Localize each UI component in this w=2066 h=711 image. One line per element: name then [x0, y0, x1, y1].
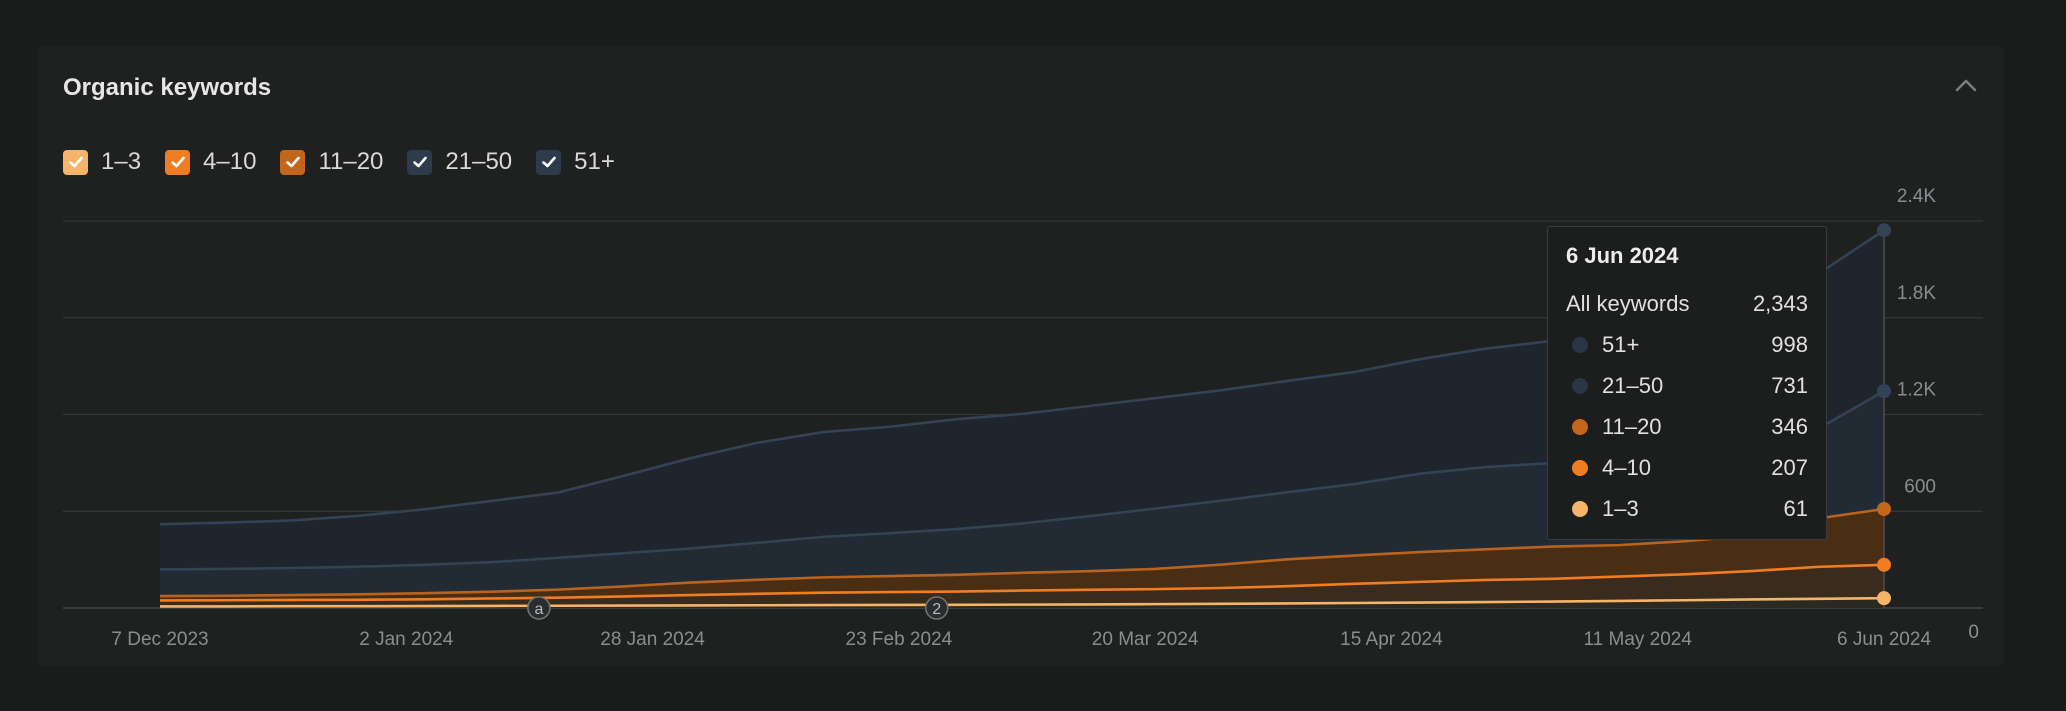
x-tick-label: 20 Mar 2024: [1092, 629, 1199, 650]
series-dot-icon: [1572, 418, 1588, 435]
series-area: [160, 391, 1884, 597]
series-area: [160, 508, 1884, 601]
legend-item[interactable]: 1–3: [63, 148, 141, 176]
y-tick-label: 1.8K: [1897, 283, 1936, 304]
series-line: [159, 507, 1885, 598]
checkmark-icon: [170, 156, 185, 168]
tooltip-row-value: 207: [1771, 454, 1808, 480]
legend-item[interactable]: 4–10: [165, 148, 256, 176]
checkmark-icon: [413, 156, 427, 168]
x-tick-label: 28 Jan 2024: [600, 629, 705, 650]
x-tick-label: 6 Jun 2024: [1837, 629, 1931, 650]
y-tick-label: 0: [1968, 622, 1979, 643]
hover-point: [1877, 384, 1891, 399]
series-area: [160, 598, 1884, 608]
tooltip-row-label: 4–10: [1602, 454, 1651, 480]
tooltip-row-label: 1–3: [1602, 495, 1639, 521]
checkmark-icon: [286, 156, 300, 168]
annotation-marker-label: a: [534, 601, 543, 618]
tooltip-row-value: 731: [1771, 372, 1808, 398]
tooltip-row-label: 21–50: [1602, 372, 1664, 398]
collapse-button[interactable]: [1950, 70, 1982, 102]
tooltip-row: 4–10 207: [1566, 447, 1808, 488]
y-tick-label: 600: [1904, 476, 1936, 497]
hover-point: [1877, 501, 1891, 516]
legend-item[interactable]: 51+: [536, 148, 615, 176]
legend-item[interactable]: 21–50: [407, 148, 512, 176]
x-tick-label: 23 Feb 2024: [846, 629, 953, 650]
tooltip-row: 11–20 346: [1566, 406, 1808, 447]
annotation-marker[interactable]: 2: [924, 596, 949, 620]
tooltip-total-label: All keywords: [1566, 290, 1690, 316]
tooltip-total-value: 2,343: [1752, 290, 1808, 316]
legend-label: 11–20: [318, 148, 384, 175]
checkmark-icon: [68, 156, 83, 168]
series-dot-icon: [1572, 459, 1588, 476]
legend-label: 21–50: [445, 148, 513, 175]
y-tick-label: 2.4K: [1897, 186, 1936, 207]
legend-checkbox[interactable]: [280, 149, 306, 175]
series-dot-icon: [1572, 336, 1588, 353]
chart-tooltip: 6 Jun 2024 All keywords 2,343 51+ 998 21–5…: [1547, 226, 1827, 540]
tooltip-row: 21–50 731: [1566, 365, 1808, 406]
tooltip-date: 6 Jun 2024: [1566, 243, 1679, 268]
tooltip-row-value: 998: [1771, 331, 1808, 357]
chevron-up-icon: [1955, 79, 1977, 92]
tooltip-total-row: All keywords 2,343: [1566, 283, 1808, 324]
tooltip-row-label: 51+: [1602, 331, 1640, 357]
annotation-marker-circle: [924, 596, 949, 620]
tooltip-row: 51+ 998: [1566, 324, 1808, 365]
legend-checkbox[interactable]: [536, 149, 562, 175]
hover-point: [1877, 557, 1891, 572]
tooltip-row-value: 346: [1771, 413, 1808, 439]
x-tick-label: 7 Dec 2023: [111, 629, 208, 650]
y-tick-label: 1.2K: [1897, 380, 1936, 401]
series-line: [159, 563, 1885, 602]
tooltip-row-value: 61: [1783, 495, 1808, 521]
hover-point: [1877, 591, 1891, 606]
legend-label: 1–3: [101, 148, 142, 175]
legend-item[interactable]: 11–20: [280, 148, 383, 176]
series-dot-icon: [1572, 500, 1588, 517]
legend-label: 4–10: [203, 148, 257, 175]
panel-title: Organic keywords: [63, 74, 272, 101]
legend-label: 51+: [574, 148, 615, 175]
series-area: [160, 564, 1884, 607]
series-dot-icon: [1572, 377, 1588, 394]
annotation-marker-label: 2: [932, 601, 941, 618]
tooltip-row: 1–3 61: [1566, 488, 1808, 529]
legend-checkbox[interactable]: [63, 149, 88, 175]
x-tick-label: 15 Apr 2024: [1340, 629, 1443, 650]
series-line: [160, 596, 1885, 608]
checkmark-icon: [541, 156, 556, 168]
chart-legend: 1–3 4–10 11–20 21–50 51+: [63, 148, 639, 176]
tooltip-row-label: 11–20: [1602, 413, 1662, 439]
legend-checkbox[interactable]: [407, 149, 433, 175]
hover-point: [1877, 223, 1891, 238]
legend-checkbox[interactable]: [165, 149, 191, 175]
annotation-marker[interactable]: a: [527, 596, 551, 620]
annotation-marker-circle: [527, 596, 551, 620]
x-tick-label: 11 May 2024: [1583, 629, 1692, 650]
x-tick-label: 2 Jan 2024: [359, 629, 453, 650]
